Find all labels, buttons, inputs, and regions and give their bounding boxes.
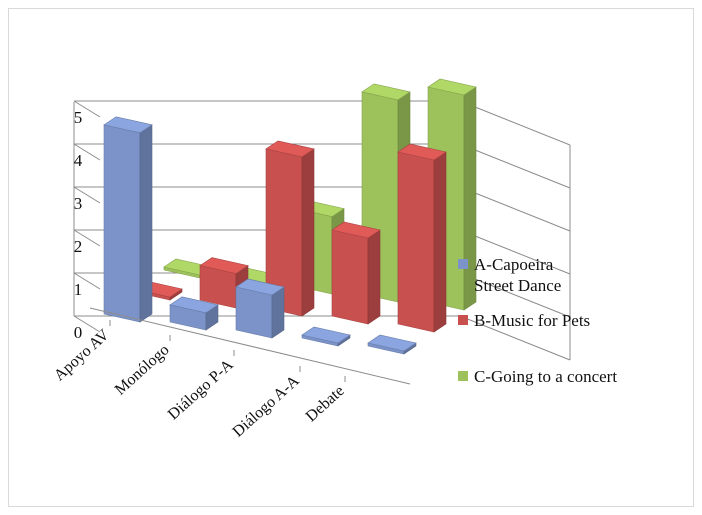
bar (169, 296, 219, 331)
x-tick-label: Diálogo P-A (165, 356, 237, 423)
x-axis-line (89, 307, 411, 385)
gridline-left (73, 186, 101, 204)
y-tick-label: 1 (74, 280, 83, 299)
legend-swatch (458, 371, 468, 381)
bar-top (199, 257, 249, 274)
bar-top (301, 326, 351, 344)
legend-label: A-Capoeira Street Dance (474, 255, 561, 295)
bar-front (397, 151, 435, 333)
bar-side (433, 151, 447, 333)
bar-front (103, 124, 141, 323)
bar-top (103, 116, 153, 134)
bar-side (301, 148, 315, 317)
y-tick-label: 4 (74, 151, 83, 170)
bar-top (367, 334, 417, 352)
bar-side (271, 286, 285, 339)
gridline-left (73, 143, 101, 161)
gridline-side (459, 186, 571, 232)
bar (331, 221, 381, 325)
legend-item: B-Music for Pets (458, 311, 590, 330)
bar-top (265, 140, 315, 158)
bar (235, 278, 285, 339)
legend-label: C-Going to a concert (474, 367, 617, 386)
gridline-side (459, 100, 571, 146)
gridline-side (459, 315, 571, 361)
bar-top (331, 221, 381, 239)
y-tick-label: 0 (74, 323, 83, 342)
bar-side (367, 229, 381, 325)
legend-label: B-Music for Pets (474, 311, 590, 330)
bar (103, 116, 153, 323)
bar-top (397, 143, 447, 161)
legend-swatch (458, 259, 468, 269)
x-tick-label: Monólogo (112, 341, 173, 398)
gridline-side (459, 272, 571, 318)
bar (367, 334, 417, 355)
x-tick-label: Diálogo A-A (230, 372, 303, 441)
bar-top (427, 78, 477, 96)
gridline-left (73, 229, 101, 247)
y-axis-ticks: 0 1 2 3 4 5 (74, 108, 83, 342)
gridline-left (73, 272, 101, 290)
bar-top (169, 296, 219, 314)
legend-item: A-Capoeira Street Dance (458, 255, 561, 295)
bar (301, 326, 351, 347)
bar-top (235, 278, 285, 296)
gridline-left (73, 100, 101, 118)
y-tick-label: 3 (74, 194, 83, 213)
bar-front (235, 286, 273, 339)
bars (103, 78, 477, 355)
legend: A-Capoeira Street Dance B-Music for Pets C-… (458, 255, 617, 386)
legend-item: C-Going to a concert (458, 367, 617, 386)
bar-side (139, 124, 153, 323)
y-tick-label: 2 (74, 237, 83, 256)
gridline-side (459, 229, 571, 275)
bar (265, 140, 315, 317)
bar-front (331, 229, 369, 325)
x-tick-label: Debate (303, 382, 348, 425)
y-tick-label: 5 (74, 108, 83, 127)
legend-swatch (458, 315, 468, 325)
x-axis (89, 307, 411, 385)
bar-top (361, 83, 411, 101)
gridline-side (459, 143, 571, 189)
bar (397, 143, 447, 333)
gridline-left (73, 315, 101, 333)
